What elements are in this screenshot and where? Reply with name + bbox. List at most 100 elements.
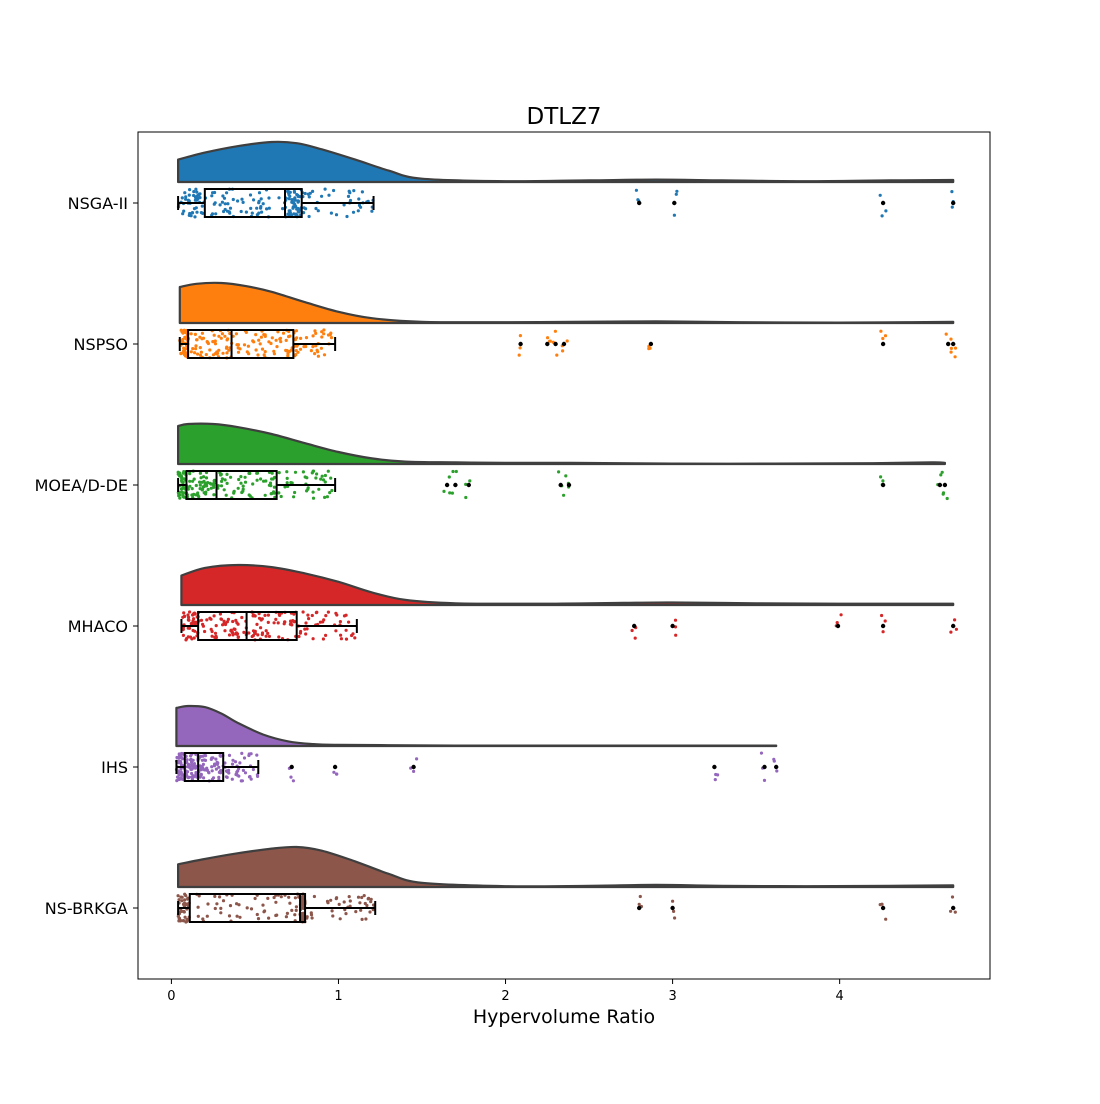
rain-point (326, 469, 330, 473)
rain-point (289, 775, 293, 779)
rain-point (270, 477, 274, 481)
rain-point (184, 354, 188, 358)
rain-point (179, 351, 183, 355)
rain-point (359, 205, 363, 209)
rain-point (206, 902, 210, 906)
rain-point (218, 612, 222, 616)
rain-point (190, 487, 194, 491)
rain-point (206, 341, 210, 346)
rain-point (299, 336, 303, 340)
rain-point (329, 336, 334, 340)
rain-point (202, 475, 206, 479)
rain-point (274, 338, 278, 342)
rain-point (223, 478, 227, 482)
rain-point (231, 197, 235, 202)
rain-point (222, 196, 227, 200)
outlier-marker-ns-brkga (951, 905, 956, 911)
rain-point (198, 471, 202, 475)
rain-point (347, 895, 351, 899)
rain-point (221, 351, 225, 355)
rain-point (224, 621, 228, 626)
rain-point (219, 911, 223, 915)
rain-point (309, 911, 313, 915)
rain-point (326, 610, 330, 614)
rain-point (177, 752, 182, 756)
rain-point (313, 352, 317, 356)
rain-point (176, 914, 180, 918)
rain-point (200, 331, 204, 335)
rain-point (330, 909, 334, 913)
rain-point (220, 477, 224, 481)
rain-point (633, 636, 637, 640)
rain-point (225, 472, 229, 476)
rain-point (235, 632, 239, 636)
rain-point (279, 895, 283, 899)
rain-point (270, 471, 274, 475)
rain-point (276, 621, 280, 625)
rain-point (177, 898, 181, 902)
rain-point (222, 619, 226, 623)
rain-point (311, 189, 315, 193)
rain-point (213, 201, 217, 205)
rain-point (213, 906, 217, 911)
rain-point (255, 206, 259, 210)
rain-point (303, 627, 307, 631)
rain-point (296, 209, 300, 213)
rain-point (259, 197, 263, 201)
rain-point (270, 491, 274, 496)
rain-point (227, 210, 231, 214)
rain-point (304, 336, 309, 340)
rain-point (249, 907, 254, 911)
rain-point (202, 768, 207, 772)
rain-point (215, 902, 219, 906)
chart-title: DTLZ7 (527, 104, 602, 130)
rain-point (883, 619, 887, 623)
outlier-marker-mhaco (880, 623, 886, 629)
rain-point (240, 490, 244, 495)
rain-point (285, 481, 289, 485)
rain-point (266, 896, 270, 901)
series-nsga-ii (176, 140, 956, 219)
rain-point (199, 773, 203, 777)
rain-point (277, 491, 281, 495)
rain-point (256, 353, 260, 357)
rain-point (210, 769, 214, 773)
rain-point (553, 329, 558, 333)
rain-point (305, 489, 309, 493)
rain-point (210, 194, 214, 198)
rain-point (182, 495, 186, 499)
rain-point (278, 336, 283, 340)
y-tick-label-moea-d-de: MOEA/D-DE (35, 476, 128, 495)
rain-point (214, 757, 218, 761)
rain-point (309, 349, 313, 353)
rain-point (454, 469, 458, 474)
rain-point (953, 355, 957, 359)
rain-point (204, 476, 209, 480)
rain-point (944, 332, 948, 336)
rain-point (360, 190, 364, 194)
rain-point (292, 495, 296, 499)
rain-point (201, 211, 205, 215)
rain-point (197, 894, 201, 898)
rain-point (880, 902, 884, 906)
rain-point (233, 760, 238, 764)
x-tick-label: 0 (167, 989, 175, 1004)
rain-point (198, 480, 202, 484)
outlier-marker-nspso (553, 341, 558, 347)
rain-point (201, 624, 205, 628)
rain-point (257, 338, 261, 342)
rain-point (195, 190, 199, 194)
rain-point (177, 492, 181, 496)
rain-point (228, 206, 233, 210)
rain-point (176, 470, 180, 474)
rain-point (562, 493, 566, 497)
rain-point (281, 331, 286, 335)
rain-point (314, 331, 318, 335)
rain-point (314, 476, 318, 480)
rain-point (673, 618, 678, 622)
rain-point (293, 198, 297, 202)
rain-point (256, 633, 260, 637)
rain-point (259, 618, 263, 622)
rain-point (213, 762, 217, 766)
